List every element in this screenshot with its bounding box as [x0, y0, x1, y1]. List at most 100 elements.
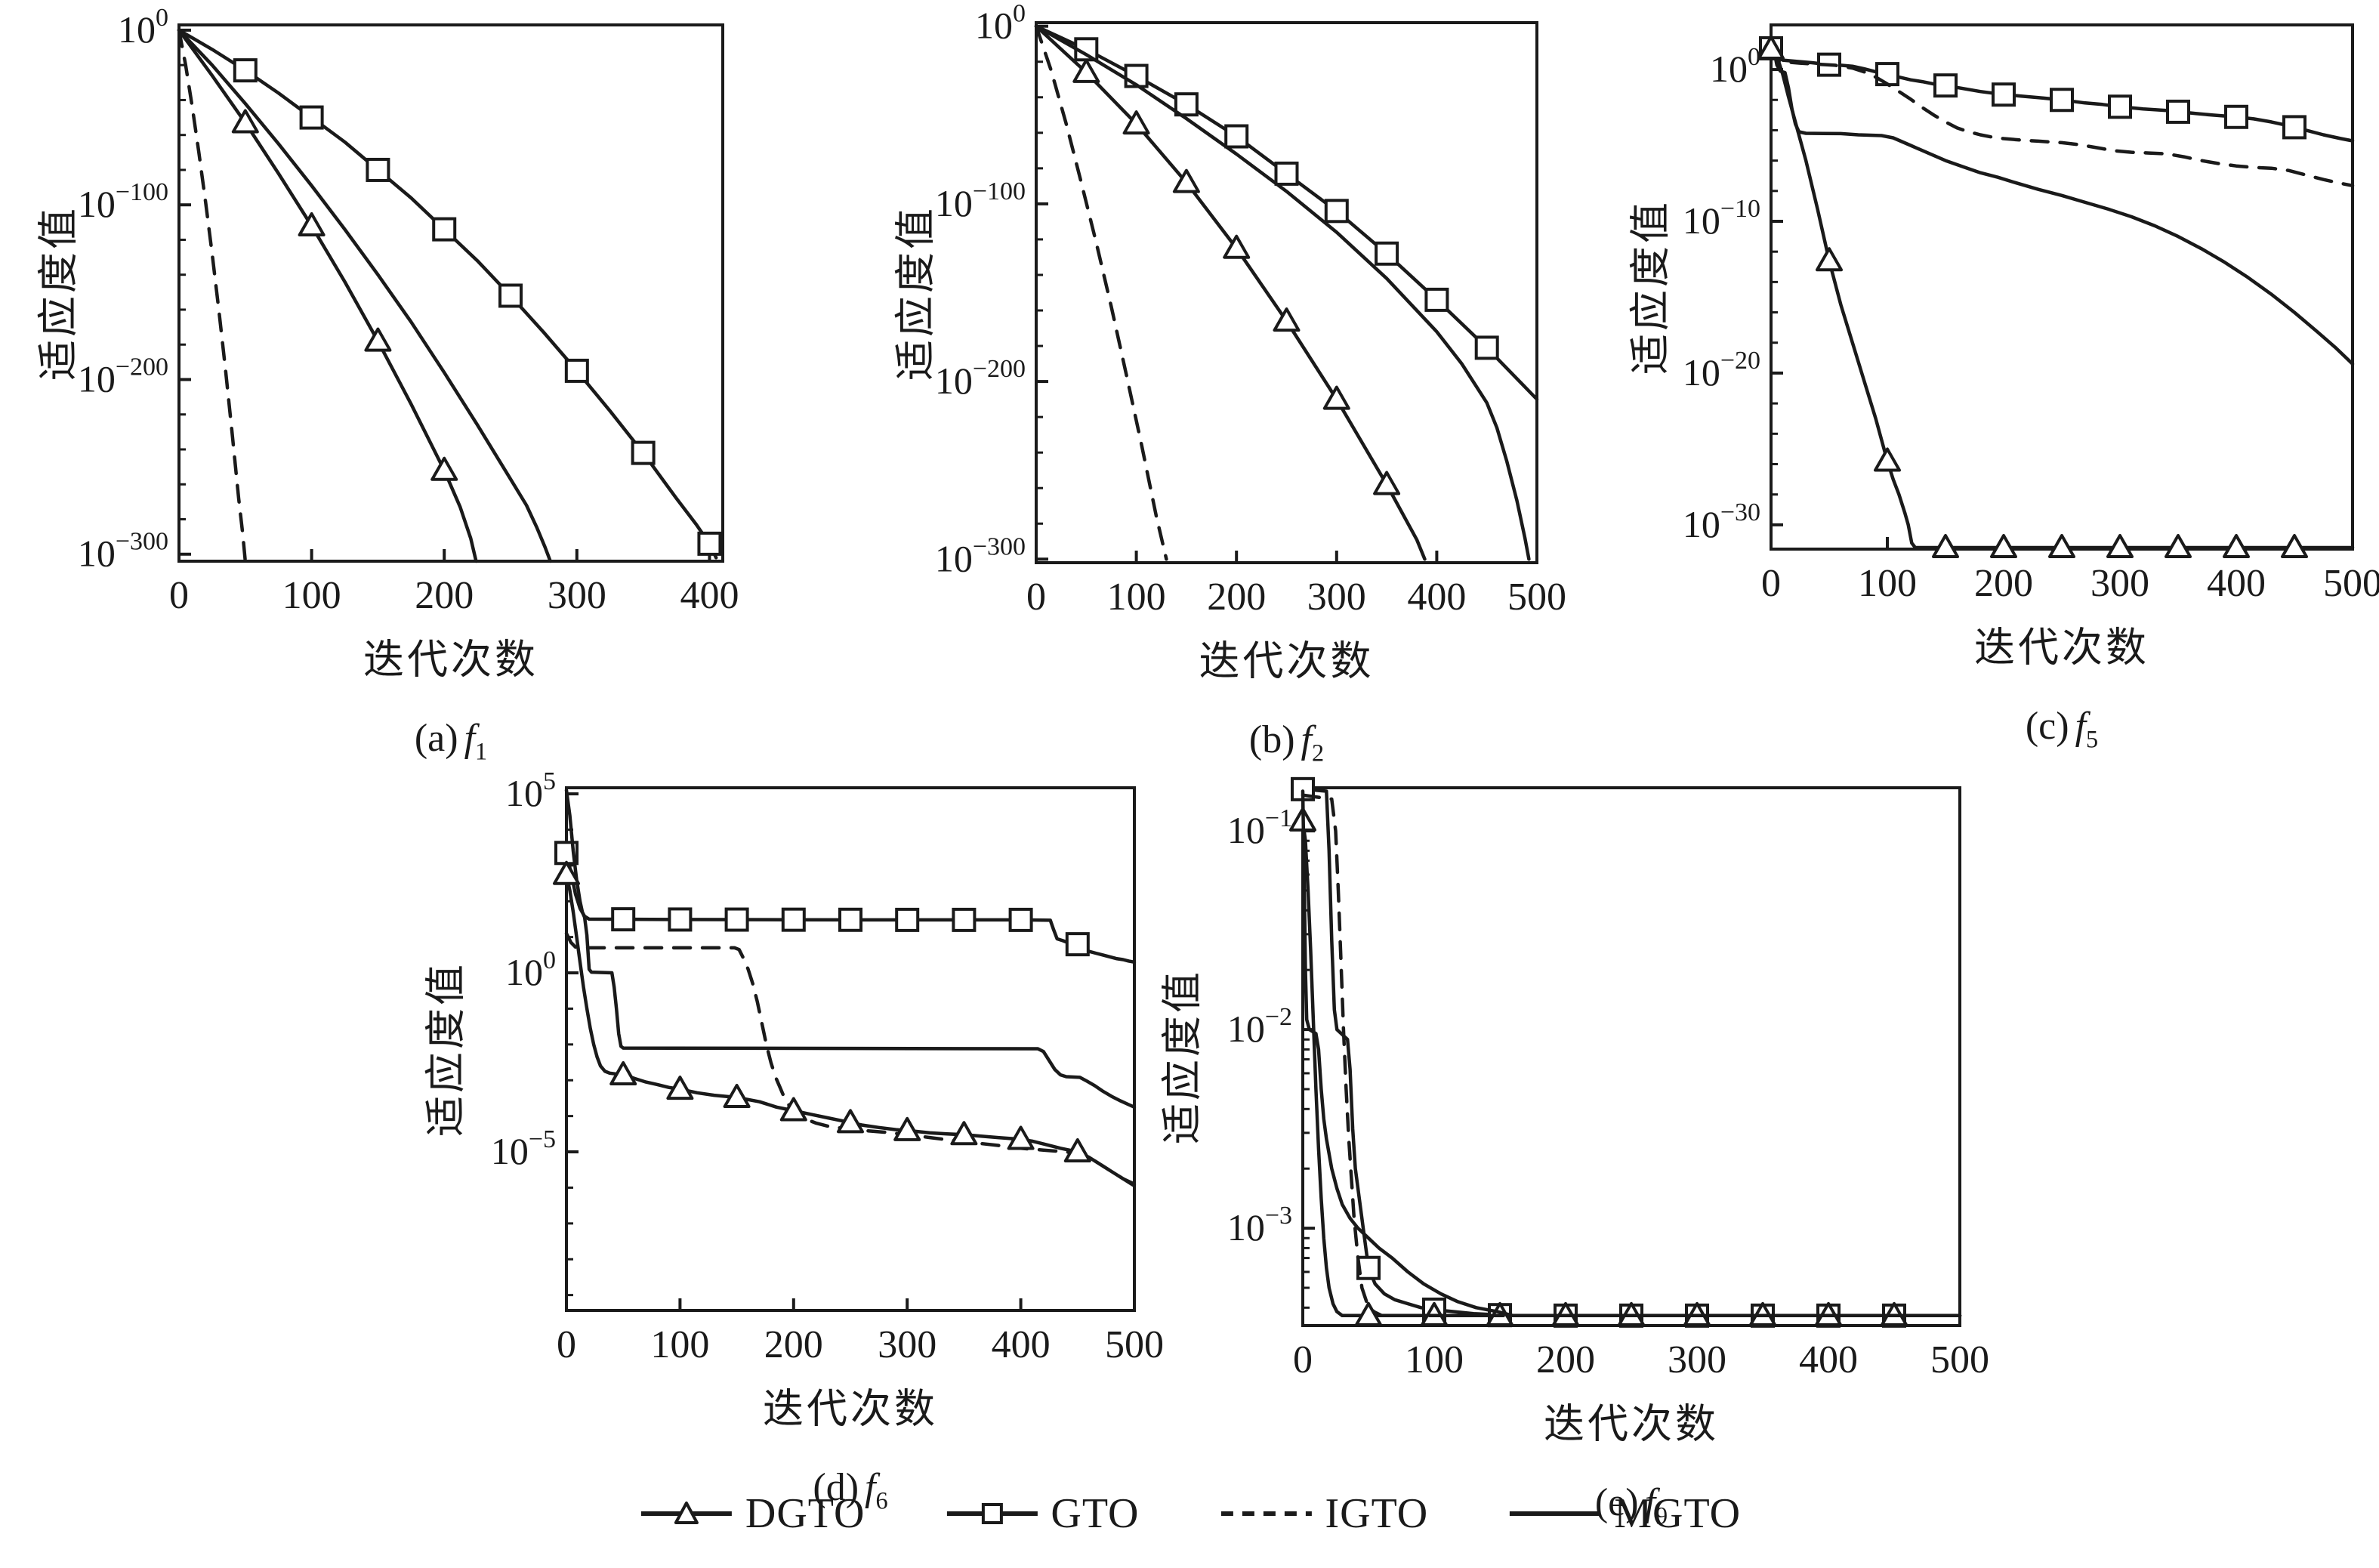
- y-tick-label: 10−3: [1227, 1202, 1292, 1249]
- plot-e-series-MGTO: [1301, 789, 1962, 1318]
- x-tick-label: 200: [1536, 1338, 1595, 1381]
- x-tick-label: 100: [1107, 576, 1166, 619]
- marker-triangle: [1816, 247, 1843, 272]
- x-tick-label: 300: [2090, 562, 2149, 605]
- marker-square: [2224, 104, 2248, 129]
- plot-e-frame: [1301, 786, 1961, 1327]
- y-tick-label: 10−200: [935, 355, 1026, 402]
- marker-triangle: [723, 1083, 751, 1108]
- caption-b: (b) f2: [1249, 718, 1324, 767]
- y-tick-label: 100: [975, 0, 1026, 47]
- x-tick-label: 100: [1405, 1338, 1464, 1381]
- yaxis-label-c: 适应度值: [1628, 199, 1674, 375]
- marker-triangle: [1007, 1125, 1035, 1150]
- marker-square: [1474, 335, 1499, 360]
- plot-e: 0 100 200 300 400 500 10−1 10−2 10−3: [1227, 776, 1989, 1381]
- marker-square: [2282, 115, 2306, 140]
- marker-square: [299, 105, 324, 130]
- caption-function: f: [464, 717, 476, 760]
- caption-prefix: (c): [2025, 705, 2069, 748]
- caption-subscript: 9: [1655, 1502, 1668, 1529]
- caption-e: (e) f9: [1595, 1480, 1668, 1529]
- x-tick-label: 300: [1668, 1338, 1726, 1381]
- marker-square: [1992, 82, 2016, 107]
- x-tick-label: 0: [1293, 1338, 1313, 1381]
- legend-label: IGTO: [1325, 1490, 1429, 1537]
- caption-function: f: [865, 1466, 876, 1509]
- marker-square: [2050, 88, 2074, 113]
- plot-c: 0 100 200 300 400 500 100 10−10 10−20 10−30: [1683, 23, 2379, 605]
- plot-c-series-IGTO: [1769, 46, 2355, 188]
- y-tick-label: 10−100: [78, 178, 168, 225]
- legend-label: DGTO: [745, 1490, 866, 1537]
- caption-prefix: (a): [414, 717, 458, 760]
- plot-d: 0 100 200 300 400 500 105 100 10−5: [491, 767, 1164, 1366]
- marker-square: [366, 157, 390, 182]
- x-tick-label: 300: [878, 1323, 936, 1366]
- plot-a-frame: [177, 23, 724, 563]
- marker-square: [611, 907, 636, 932]
- caption-a: (a) f1: [415, 716, 487, 765]
- marker-triangle: [666, 1076, 694, 1100]
- y-tick-label: 10−100: [935, 177, 1026, 224]
- x-tick-label: 500: [1930, 1338, 1989, 1381]
- xaxis-label-d: 迭代次数: [763, 1386, 938, 1432]
- marker-square: [952, 907, 977, 932]
- legend-swatch-triangle-line-icon: [640, 1502, 732, 1524]
- caption-subscript: 6: [875, 1486, 888, 1514]
- y-tick-label: 10−10: [1683, 195, 1760, 242]
- marker-square: [233, 58, 258, 83]
- x-tick-label: 0: [1026, 576, 1046, 619]
- marker-square: [1324, 199, 1349, 224]
- marker-triangle: [609, 1060, 637, 1085]
- plot-e-series-DGTO: [1301, 819, 1962, 1318]
- marker-triangle: [298, 211, 326, 236]
- x-tick-label: 200: [1207, 576, 1266, 619]
- legend-item-igto: IGTO: [1218, 1489, 1429, 1538]
- caption-d: (d) f6: [813, 1465, 887, 1514]
- x-tick-label: 400: [1799, 1338, 1858, 1381]
- marker-triangle: [1373, 471, 1401, 495]
- legend-swatch-dashed-line-icon: [1220, 1511, 1312, 1516]
- marker-triangle: [1072, 58, 1100, 83]
- marker-triangle: [1063, 1138, 1091, 1163]
- marker-square: [564, 358, 589, 383]
- yaxis-label-e: 适应度值: [1159, 969, 1205, 1144]
- marker-triangle: [837, 1109, 864, 1134]
- legend-label: GTO: [1051, 1490, 1140, 1537]
- legend-item-dgto: DGTO: [638, 1489, 866, 1538]
- xaxis-label-e: 迭代次数: [1544, 1401, 1719, 1447]
- x-tick-label: 0: [1761, 562, 1781, 605]
- plot-a-series-GTO: [177, 28, 718, 560]
- marker-triangle: [779, 1097, 807, 1122]
- marker-triangle: [553, 860, 580, 885]
- marker-triangle: [1874, 447, 1901, 472]
- marker-square: [1008, 907, 1033, 932]
- x-tick-label: 100: [1858, 562, 1917, 605]
- marker-triangle: [950, 1121, 978, 1146]
- legend-swatch-solid-line-icon: [1510, 1511, 1601, 1516]
- y-tick-label: 10−1: [1227, 804, 1292, 851]
- plot-a-series-DGTO: [177, 28, 478, 563]
- x-tick-label: 100: [650, 1323, 709, 1366]
- marker-triangle: [2106, 533, 2134, 558]
- marker-triangle: [2165, 533, 2192, 558]
- caption-subscript: 1: [475, 737, 488, 765]
- marker-square: [498, 283, 523, 308]
- legend: DGTO GTO IGTO MGTO: [638, 1489, 1741, 1538]
- x-tick-label: 200: [764, 1323, 823, 1366]
- marker-square: [668, 907, 693, 932]
- plot-b-series-GTO: [1034, 24, 1539, 401]
- marker-triangle: [1322, 385, 1350, 410]
- x-tick-label: 300: [548, 574, 606, 617]
- marker-square: [1174, 92, 1199, 117]
- marker-triangle: [430, 456, 458, 481]
- caption-prefix: (b): [1248, 718, 1295, 761]
- marker-triangle: [1172, 168, 1200, 193]
- plot-d-series-GTO: [564, 851, 1137, 965]
- marker-square: [1933, 73, 1958, 98]
- plot-e-series-GTO: [1301, 787, 1962, 1318]
- marker-square: [1356, 1255, 1381, 1280]
- x-tick-label: 400: [992, 1323, 1051, 1366]
